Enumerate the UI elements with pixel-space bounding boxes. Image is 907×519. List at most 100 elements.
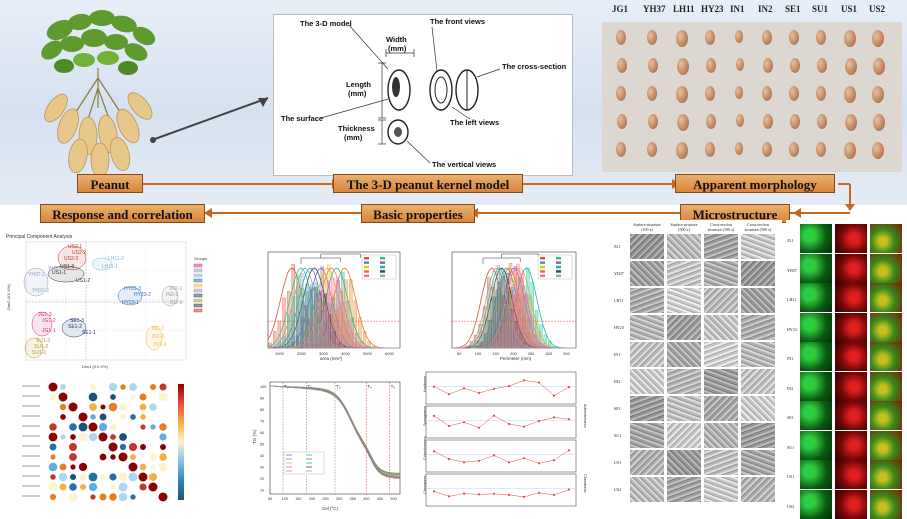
- kernel-image: [648, 58, 658, 73]
- kernel-image: [817, 58, 827, 73]
- corr-circle: [110, 484, 116, 490]
- sem-image: [667, 288, 701, 313]
- clsm-row-label: US2: [787, 503, 795, 509]
- variety-header: IN1: [730, 4, 745, 14]
- pca-legend-key: [193, 293, 203, 298]
- pca-point-label: SE1-2: [68, 324, 82, 330]
- pca-point-label: US1-3: [60, 264, 74, 270]
- pca-legend-key: [193, 308, 203, 313]
- sem-row-label: US2: [614, 487, 622, 492]
- sem-image: [741, 342, 775, 367]
- kernel-image: [872, 30, 884, 47]
- kernel-image: [844, 86, 856, 103]
- corr-circle: [70, 464, 76, 470]
- tpa-point: [432, 450, 436, 453]
- legend-key: [556, 265, 561, 269]
- kernel-image: [762, 142, 772, 157]
- corr-circle: [158, 462, 168, 472]
- pca-point-label: US2-1: [68, 244, 82, 250]
- sem-image: [630, 396, 664, 421]
- histogram-bar: [483, 325, 487, 349]
- corr-circle: [110, 394, 116, 400]
- sem-image: [704, 477, 738, 502]
- sem-image: [630, 369, 664, 394]
- kernel-image: [648, 114, 658, 129]
- sem-image: [667, 315, 701, 340]
- x-tick-label: 4000: [341, 351, 351, 356]
- kernel-image: [705, 30, 715, 45]
- perimeter-histogram: Perimeter (mm) 50 100 150 200 250 300 350: [451, 251, 577, 361]
- legend-key: [540, 265, 545, 269]
- temperature-marker-label: T₃: [336, 384, 341, 389]
- histogram-bar: [490, 346, 494, 349]
- legend-key: [556, 274, 561, 278]
- kernel-morphology-photo: JG1 YH37 LH11 HY23 IN1 IN2 SE1 SU1 US1 US2: [602, 4, 902, 172]
- histogram-bar: [295, 296, 299, 349]
- clsm-image: [800, 253, 832, 283]
- clsm-image: [800, 371, 832, 401]
- corr-circle: [60, 414, 66, 420]
- histogram-bar: [314, 303, 318, 349]
- clsm-image: [800, 342, 832, 371]
- flow-arrowheads: [204, 179, 855, 218]
- clsm-row-label: JG1: [787, 238, 794, 243]
- kernel-image: [763, 58, 773, 73]
- corr-circle: [69, 423, 77, 431]
- pca-group-ellipse: [47, 265, 85, 283]
- x-tick-label: 150: [492, 351, 499, 356]
- sem-row-label: IN2: [614, 379, 621, 384]
- pca-legend-key: [193, 268, 203, 273]
- histogram-bar: [487, 303, 492, 349]
- pca-point-label: IN1-1: [152, 326, 164, 332]
- pca-point-label: YH37-2: [32, 288, 49, 294]
- kernel-image: [872, 86, 884, 103]
- corr-row-label: [22, 445, 40, 447]
- kernel-image: [817, 114, 827, 129]
- histogram-bar: [300, 272, 304, 349]
- basic-properties-label: Basic properties: [361, 204, 475, 223]
- corr-circle: [139, 403, 147, 411]
- clsm-image: [870, 342, 902, 371]
- pca-point-label: HY23-1: [122, 300, 139, 306]
- kernel-image: [789, 30, 799, 45]
- clsm-image: [835, 489, 867, 519]
- corr-circle: [149, 453, 157, 461]
- variety-header: YH37: [643, 4, 666, 14]
- kernel-image: [873, 114, 885, 131]
- corr-circle: [128, 462, 138, 472]
- pca-point-label: SU1-1: [32, 350, 46, 356]
- legend-key: [364, 270, 369, 273]
- sem-image: [667, 369, 701, 394]
- corr-circle: [59, 483, 67, 491]
- corr-circle: [69, 453, 77, 461]
- corr-circle: [48, 482, 58, 492]
- corr-circle: [59, 463, 67, 471]
- clsm-image: [800, 283, 832, 312]
- pca-point-label: SU1-2: [34, 344, 48, 350]
- clsm-image: [800, 489, 832, 519]
- histogram-bar: [474, 343, 479, 349]
- legend-key: [364, 257, 369, 260]
- kernel-image: [677, 114, 689, 131]
- pca-point-label: IN2-3: [170, 300, 182, 306]
- y-tick-label: 90: [260, 397, 264, 401]
- pca-point-label: LH11-2: [108, 256, 124, 262]
- pca-point-label: SU1-3: [36, 338, 50, 344]
- sem-column-label: Surface structure (500 x): [670, 222, 698, 232]
- sem-row-label: HY23: [614, 325, 624, 330]
- histogram-bar: [354, 341, 358, 349]
- histogram-bar: [498, 332, 503, 349]
- sem-image: [667, 342, 701, 367]
- corr-circle: [90, 494, 96, 500]
- pca-point-label: SE1-3: [70, 318, 84, 324]
- corr-circle: [108, 442, 118, 452]
- pca-group-ellipse: [23, 267, 49, 297]
- corr-circle: [109, 423, 117, 431]
- corr-circle: [78, 432, 88, 442]
- variety-header: JG1: [612, 4, 629, 14]
- pca-point-label: YH37-1: [28, 272, 45, 278]
- pca-ellipses: [23, 245, 179, 359]
- pca-point-label: JG1-3: [38, 312, 52, 318]
